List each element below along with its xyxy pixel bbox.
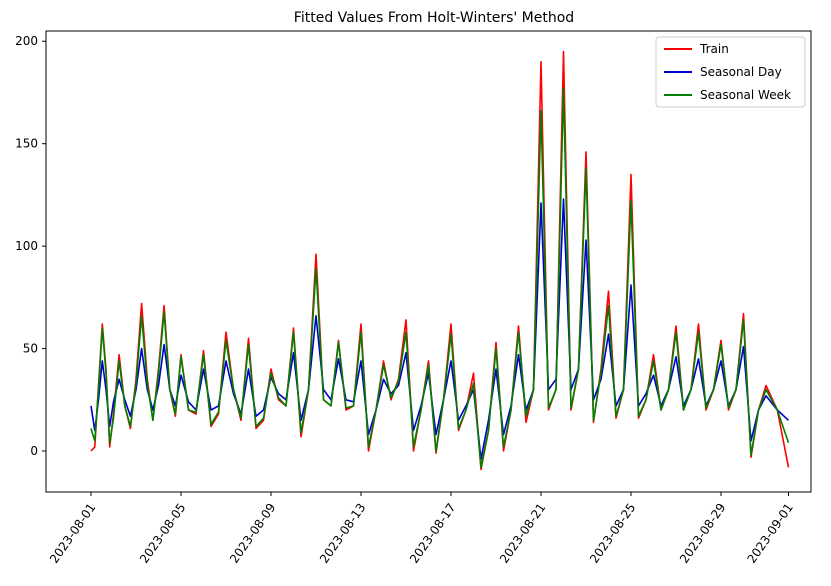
plot-frame [45,30,812,493]
y-axis: 0 50 100 150 200 [15,34,46,458]
legend-label: Seasonal Day [700,65,782,79]
legend-box [655,36,806,108]
y-tick-label: 50 [23,342,38,356]
chart-title: Fitted Values From Holt-Winters' Method [294,10,574,26]
series-line-seasonal-week [90,87,790,469]
plot-area [45,30,812,493]
legend-label: Train [699,42,729,56]
y-tick-label: 100 [15,239,38,253]
legend: Train Seasonal Day Seasonal Week [655,36,806,108]
y-tick-label: 150 [15,137,38,151]
y-tick-label: 200 [15,34,38,48]
legend-label: Seasonal Week [700,88,791,102]
series-layer [90,50,790,471]
y-tick-label: 0 [30,444,38,458]
